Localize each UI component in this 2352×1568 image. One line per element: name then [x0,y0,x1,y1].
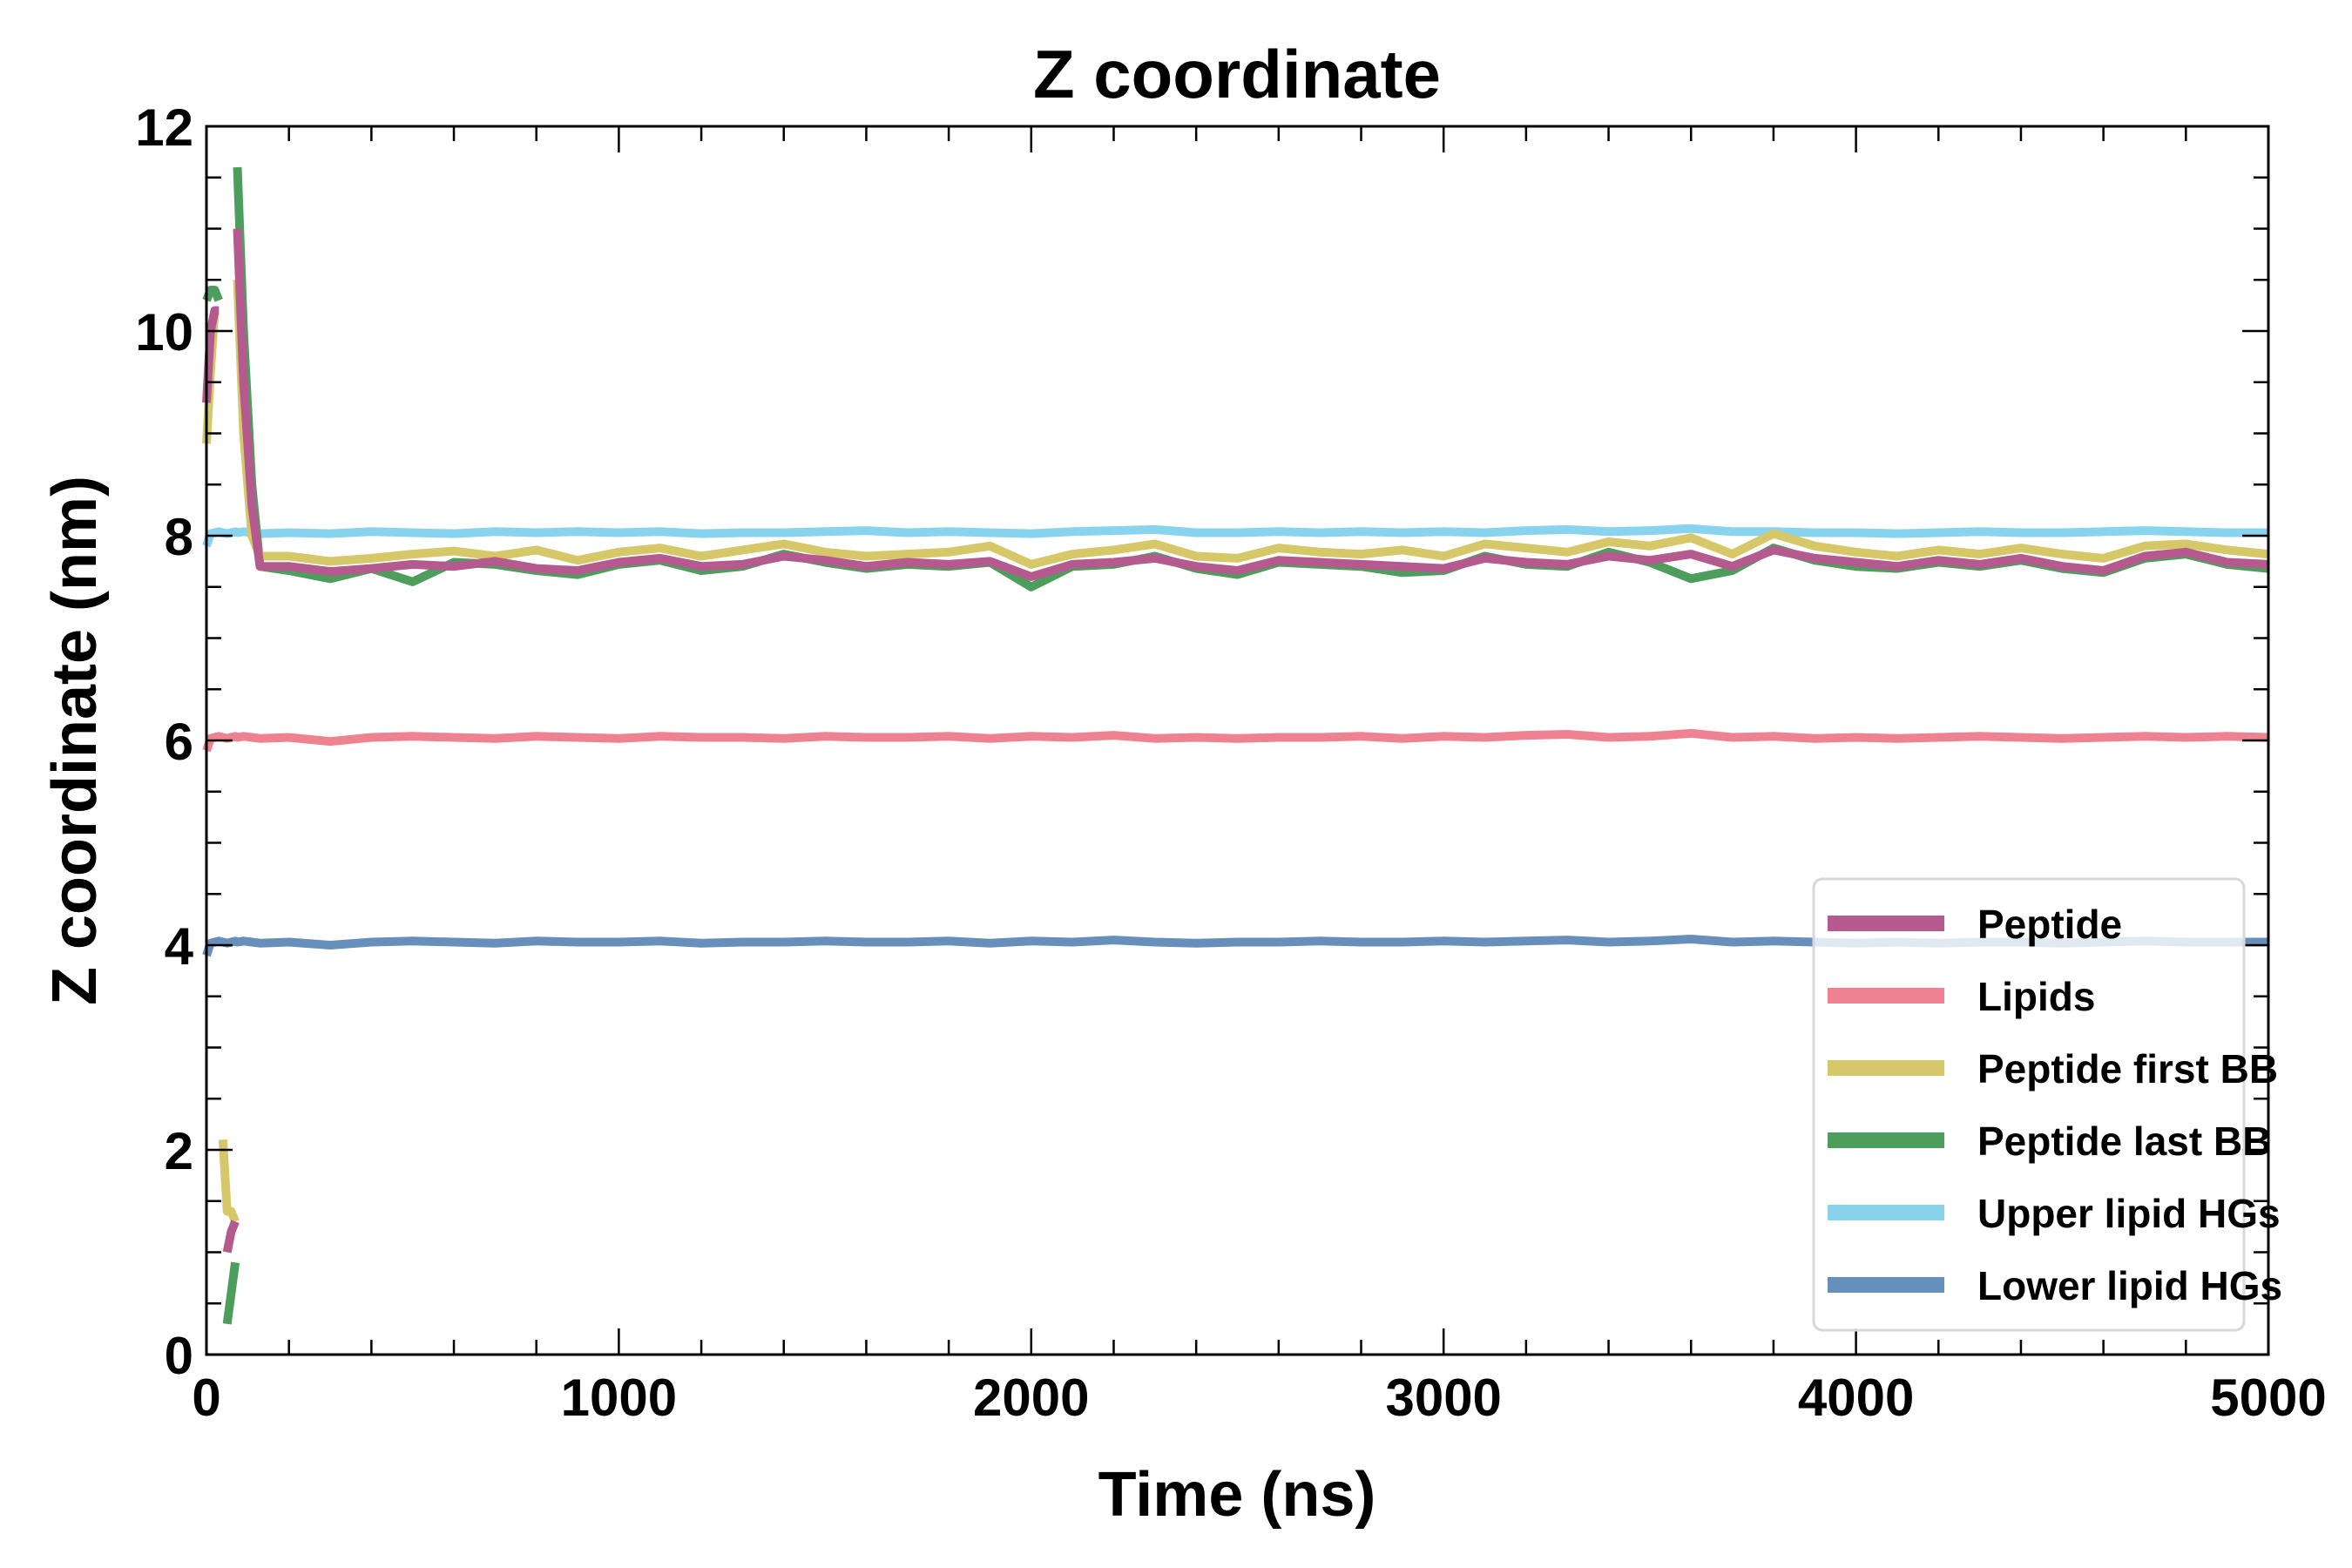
plot-frame [205,125,2270,1356]
legend-label: Upper lipid HGs [1977,1191,2281,1236]
tick-layer: 0 1000 2000 3000 4000 5000 0 2 4 6 8 10 12 [135,98,2326,1427]
x-tick-label: 4000 [1798,1369,1914,1427]
series-line-upper-lipid-hgs [202,524,2268,548]
x-tick-label: 5000 [2210,1369,2326,1427]
series-layer [202,166,2269,1325]
x-tick-label: 0 [192,1369,220,1427]
series-line-peptide [202,228,2269,1254]
x-tick-label: 1000 [561,1369,677,1427]
legend-label: Lipids [1977,974,2095,1019]
y-tick-label: 8 [165,508,193,566]
y-tick-label: 0 [165,1327,193,1385]
y-axis-label: Z coordinate (nm) [40,476,110,1005]
legend-label: Peptide [1977,902,2122,947]
legend-label: Lower lipid HGs [1977,1263,2282,1308]
x-tick-label: 2000 [973,1369,1089,1427]
y-tick-label: 6 [165,713,193,771]
x-tick-label: 3000 [1385,1369,1501,1427]
y-tick-label: 2 [165,1122,193,1180]
y-tick-label: 12 [135,98,193,157]
x-axis-label: Time (ns) [1098,1460,1376,1530]
legend-label: Peptide first BB [1977,1046,2278,1092]
legend: Peptide Lipids Peptide first BB Peptide las… [1812,877,2282,1332]
y-tick-label: 4 [165,917,194,976]
series-line-lipids [202,728,2269,753]
chart-title: Z coordinate [1033,36,1441,112]
legend-label: Peptide last BB [1977,1119,2271,1164]
y-tick-label: 10 [135,303,193,362]
